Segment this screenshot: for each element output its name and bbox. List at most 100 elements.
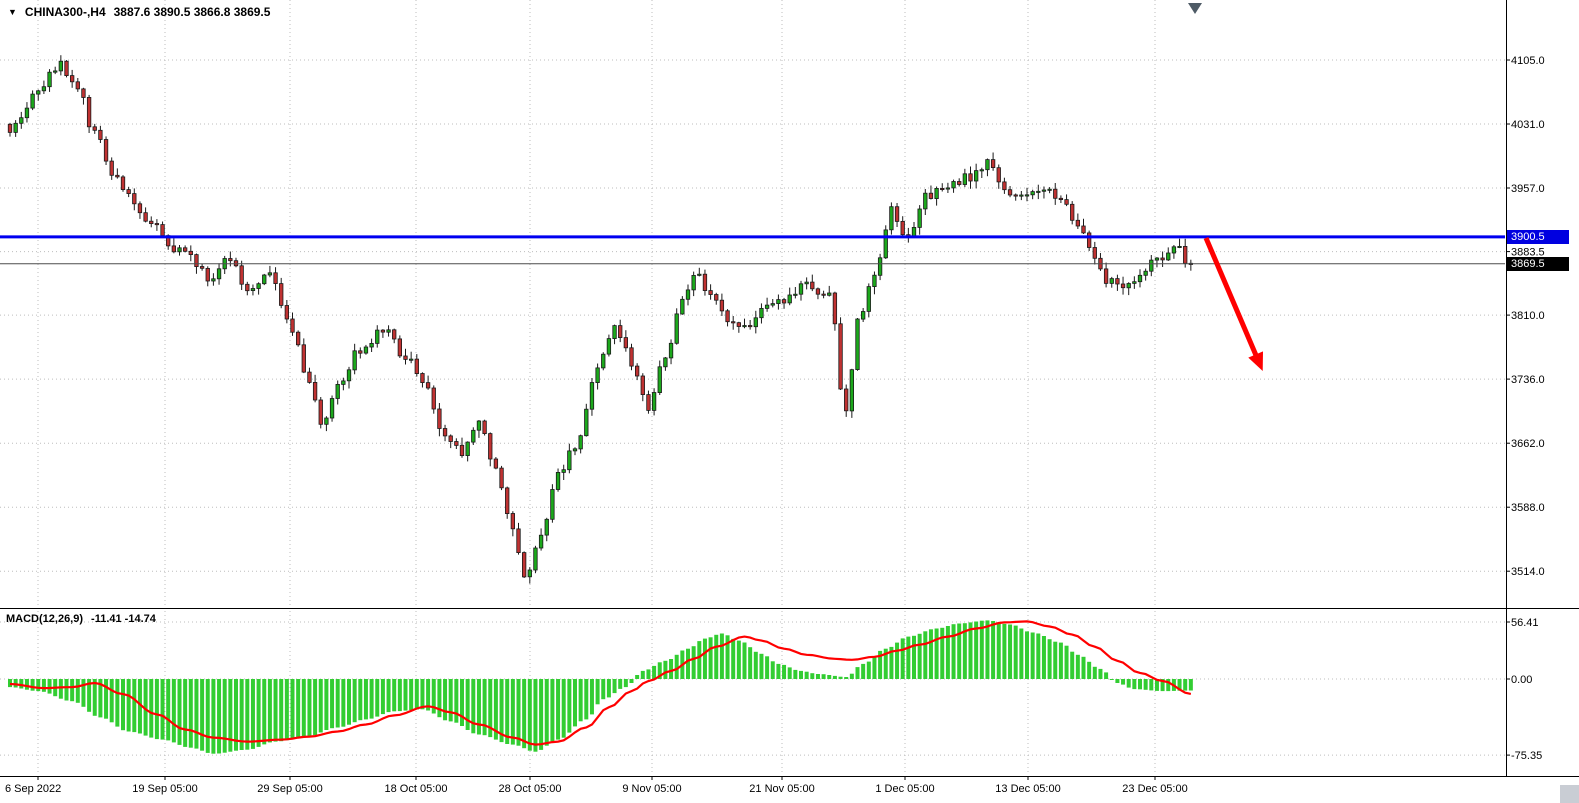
macd-histogram-bar — [234, 679, 238, 751]
macd-histogram-bar — [273, 679, 278, 742]
macd-histogram-bar — [188, 679, 193, 748]
candle — [714, 294, 719, 301]
macd-histogram-bar — [126, 679, 131, 732]
macd-histogram-bar — [883, 648, 888, 679]
candle — [1087, 232, 1092, 248]
candle — [1177, 245, 1182, 248]
candle — [86, 97, 92, 128]
macd-histogram-bar — [804, 671, 809, 679]
macd-histogram-bar — [313, 679, 318, 736]
candle — [781, 299, 787, 304]
candle — [194, 254, 199, 268]
macd-histogram-bar — [92, 679, 97, 716]
candle — [550, 489, 555, 520]
macd-histogram-bar — [318, 679, 323, 733]
candle — [691, 274, 696, 291]
candle — [505, 487, 510, 514]
candle — [493, 458, 499, 469]
candle — [1024, 194, 1030, 197]
candle — [635, 365, 640, 377]
candle — [488, 433, 493, 460]
candle — [120, 176, 126, 190]
candle — [284, 305, 290, 320]
candle — [448, 435, 453, 442]
candle — [923, 192, 928, 210]
macd-histogram-bar — [1138, 679, 1142, 690]
macd-histogram-bar — [1030, 632, 1035, 679]
candle — [680, 298, 685, 315]
candle — [1036, 190, 1041, 193]
macd-histogram-bar — [1126, 679, 1131, 688]
candle — [1166, 252, 1171, 261]
candle — [629, 347, 634, 367]
hline-price-badge[interactable]: 3900.5 — [1507, 229, 1569, 244]
candle — [386, 329, 391, 333]
candle — [877, 257, 883, 276]
candle — [996, 167, 1001, 183]
macd-histogram-bar — [409, 679, 414, 710]
candle — [572, 448, 578, 452]
candle — [1030, 191, 1035, 196]
candle — [454, 441, 459, 446]
candle — [1115, 278, 1120, 285]
candle — [940, 187, 945, 190]
macd-histogram-bar — [488, 679, 493, 738]
candle — [974, 170, 979, 182]
chart-shift-marker-icon[interactable] — [1188, 3, 1202, 14]
candle — [651, 392, 657, 411]
macd-histogram-bar — [550, 679, 555, 742]
macd-histogram-bar — [1188, 679, 1193, 691]
candle — [171, 245, 177, 253]
macd-histogram-bar — [166, 679, 171, 741]
macd-histogram-bar — [765, 656, 770, 679]
scrollbar-corner — [1560, 785, 1579, 803]
candle — [674, 313, 679, 344]
candle — [318, 399, 323, 425]
macd-histogram-bar — [426, 679, 431, 711]
macd-histogram-bar — [657, 662, 662, 679]
macd-histogram-bar — [996, 622, 1001, 679]
macd-histogram-bar — [1025, 631, 1029, 679]
overlays-layer — [0, 3, 1505, 372]
candle — [1070, 203, 1075, 221]
candle — [47, 71, 52, 88]
candle — [538, 534, 544, 549]
macd-histogram-bar — [290, 679, 295, 739]
candle — [482, 420, 487, 435]
macd-histogram-bar — [70, 679, 75, 702]
macd-histogram-bar — [132, 679, 137, 733]
candle — [1013, 194, 1018, 197]
candle — [861, 311, 866, 320]
macd-histogram-bar — [1058, 642, 1063, 679]
macd-histogram-bar — [702, 638, 707, 679]
candle — [748, 325, 753, 328]
macd-histogram-bar — [691, 646, 696, 679]
macd-histogram-bar — [544, 679, 549, 746]
one-click-collapse-icon[interactable]: ▼ — [8, 6, 17, 17]
macd-histogram-bar — [719, 633, 724, 679]
macd-histogram-bar — [109, 679, 114, 723]
candle — [137, 203, 143, 214]
candle — [70, 75, 75, 83]
macd-histogram-bar — [335, 679, 340, 728]
time-axis-label: 29 Sep 05:00 — [257, 783, 322, 795]
macd-histogram-bar — [64, 679, 69, 701]
macd-histogram-bar — [279, 679, 284, 742]
macd-histogram-bar — [267, 679, 272, 743]
macd-histogram-bar — [629, 679, 634, 683]
macd-histogram-bar — [793, 669, 798, 679]
macd-histogram-bar — [1075, 654, 1080, 679]
candle — [335, 383, 340, 399]
macd-histogram-bar — [460, 679, 464, 726]
macd-histogram-bar — [1036, 633, 1041, 679]
candle — [58, 60, 63, 72]
macd-histogram-bar — [872, 656, 877, 679]
macd-histogram-bar — [403, 679, 408, 711]
trend-arrow-line[interactable] — [1203, 237, 1261, 361]
candle — [380, 329, 386, 333]
macd-histogram-bar — [708, 637, 713, 679]
candle — [245, 283, 250, 292]
macd-histogram-bar — [900, 638, 905, 679]
candle — [985, 159, 990, 171]
